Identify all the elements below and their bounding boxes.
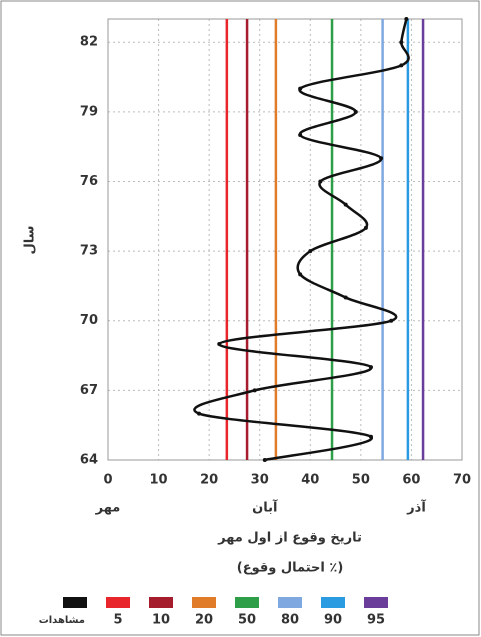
observed-point xyxy=(298,272,303,277)
x-tick-label: 10 xyxy=(150,473,168,488)
month-label: آذر xyxy=(406,499,426,516)
observed-point xyxy=(343,202,348,207)
month-label: مهر xyxy=(95,501,121,516)
x-tick-label: 50 xyxy=(352,473,370,488)
observed-point xyxy=(353,109,358,114)
plot-frame xyxy=(107,18,463,461)
legend-swatch xyxy=(192,597,216,608)
legend-swatch xyxy=(364,597,388,608)
legend-label: 90 xyxy=(324,613,342,628)
y-tick-label: 79 xyxy=(80,104,98,119)
x-tick-label: 0 xyxy=(103,473,112,488)
x-tick-label: 30 xyxy=(251,473,269,488)
observed-point xyxy=(197,411,202,416)
observed-point xyxy=(298,86,303,91)
x-axis-title: تاریخ وقوع از اول مهر xyxy=(217,531,362,546)
observed-point xyxy=(363,225,368,230)
observed-point xyxy=(399,40,404,45)
y-tick-label: 70 xyxy=(80,313,98,328)
legend-title: (احتمال وقوع ٪) xyxy=(237,561,344,576)
legend-swatch xyxy=(235,597,259,608)
observed-point xyxy=(318,179,323,184)
y-tick-label: 73 xyxy=(80,244,98,259)
x-tick-label: 40 xyxy=(301,473,319,488)
legend-swatch xyxy=(106,597,130,608)
legend-label: 50 xyxy=(238,613,256,628)
observed-point xyxy=(399,63,404,68)
observed-point xyxy=(308,249,313,254)
observed-point xyxy=(404,17,409,21)
observed-point xyxy=(368,365,373,370)
observed-point xyxy=(252,388,257,393)
y-tick-label: 64 xyxy=(80,453,98,468)
observed-point xyxy=(217,341,222,346)
legend-label: 20 xyxy=(195,613,213,628)
observed-point xyxy=(298,133,303,138)
y-tick-label: 82 xyxy=(80,35,98,50)
y-tick-label: 67 xyxy=(80,383,98,398)
legend-swatch xyxy=(149,597,173,608)
month-label: آبان xyxy=(252,499,278,516)
legend-swatch xyxy=(321,597,345,608)
observed-line xyxy=(193,18,410,462)
legend-swatch xyxy=(63,597,87,608)
legend-label: 10 xyxy=(152,613,170,628)
x-tick-label: 20 xyxy=(200,473,218,488)
legend-label: 80 xyxy=(281,613,299,628)
legend-label: 95 xyxy=(367,613,385,628)
legend-label: مشاهدات xyxy=(39,615,85,626)
observed-point xyxy=(262,458,267,462)
observed-point xyxy=(368,434,373,439)
x-tick-label: 60 xyxy=(402,473,420,488)
legend-label: 5 xyxy=(113,613,122,628)
observed-point xyxy=(343,295,348,300)
observed-point xyxy=(379,156,384,161)
observed-point xyxy=(389,318,394,323)
y-tick-label: 76 xyxy=(80,174,98,189)
x-tick-label: 70 xyxy=(453,473,471,488)
legend-swatch xyxy=(278,597,302,608)
y-axis-title: سال xyxy=(23,226,38,255)
